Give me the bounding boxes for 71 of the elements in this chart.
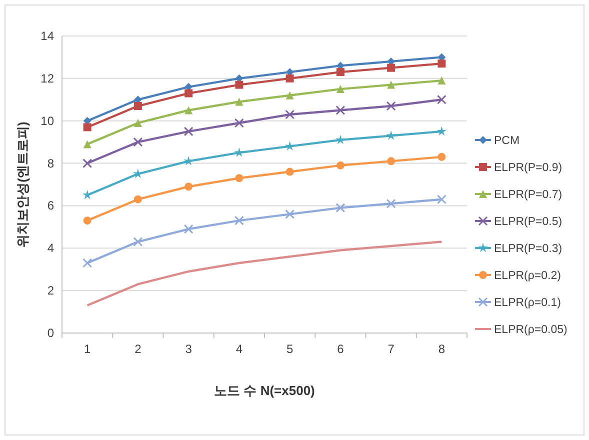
point: [336, 161, 344, 170]
point: [83, 216, 92, 225]
point: [387, 64, 396, 72]
x-tick-label: 8: [438, 342, 446, 356]
point: [336, 85, 344, 94]
point: [336, 106, 346, 115]
point: [235, 174, 244, 182]
point: [184, 126, 194, 136]
point: [235, 98, 244, 106]
point: [83, 140, 92, 148]
x-tick-label: 3: [185, 342, 192, 356]
point: [387, 80, 396, 89]
point: [436, 94, 446, 104]
point: [438, 76, 446, 85]
y-tick-label: 12: [40, 71, 54, 86]
x-tick-label: 5: [286, 342, 294, 356]
point: [438, 60, 446, 68]
point: [234, 118, 244, 128]
point: [286, 91, 294, 100]
point: [234, 147, 244, 157]
point: [184, 182, 193, 191]
x-tick-label: 2: [134, 342, 142, 356]
y-tick-label: 14: [40, 29, 54, 43]
point: [133, 237, 143, 247]
legend-label: ELPR(ρ=0.2): [494, 270, 562, 282]
point: [184, 106, 193, 114]
point: [284, 141, 295, 151]
x-tick-label: 4: [236, 342, 243, 356]
point: [286, 168, 294, 176]
y-tick-label: 4: [47, 241, 54, 256]
point: [82, 258, 92, 268]
point: [285, 110, 295, 120]
point: [436, 194, 446, 204]
point: [134, 118, 142, 127]
point: [386, 101, 396, 111]
legend-label: ELPR(ρ=0.05): [494, 324, 568, 336]
point: [184, 89, 193, 98]
y-axis-title: 위치보안성(엔트로피): [15, 122, 30, 248]
y-tick-label: 2: [47, 284, 54, 298]
x-tick-label: 6: [337, 342, 344, 356]
point: [82, 158, 92, 168]
point: [83, 123, 92, 132]
y-tick-label: 10: [40, 114, 54, 128]
point: [436, 126, 447, 136]
point: [134, 195, 142, 204]
point: [336, 203, 346, 213]
legend-label: ELPR(Ρ=0.3): [494, 243, 562, 255]
legend-label: PCM: [494, 135, 520, 147]
legend-label: ELPR(Ρ=0.9): [494, 162, 562, 174]
legend-label: ELPR(Ρ=0.5): [494, 216, 562, 228]
point: [235, 80, 244, 89]
y-tick-label: 0: [47, 326, 54, 340]
legend-label: ELPR(Ρ=0.7): [494, 189, 562, 201]
y-tick-label: 8: [47, 156, 54, 170]
y-tick-label: 6: [47, 198, 54, 213]
point: [335, 134, 346, 144]
point: [387, 157, 396, 166]
legend-label: ELPR(ρ=0.1): [494, 297, 562, 309]
point: [184, 224, 194, 234]
point: [134, 102, 142, 110]
point: [285, 209, 295, 219]
point: [234, 216, 244, 226]
x-tick-label: 7: [388, 342, 395, 356]
point: [133, 137, 143, 147]
point: [386, 130, 396, 140]
point: [336, 68, 344, 76]
point: [386, 198, 396, 208]
point: [286, 74, 294, 82]
point: [438, 152, 446, 161]
x-axis-title: 노드 수 N(=x500): [214, 383, 315, 398]
x-tick-label: 1: [84, 342, 91, 356]
